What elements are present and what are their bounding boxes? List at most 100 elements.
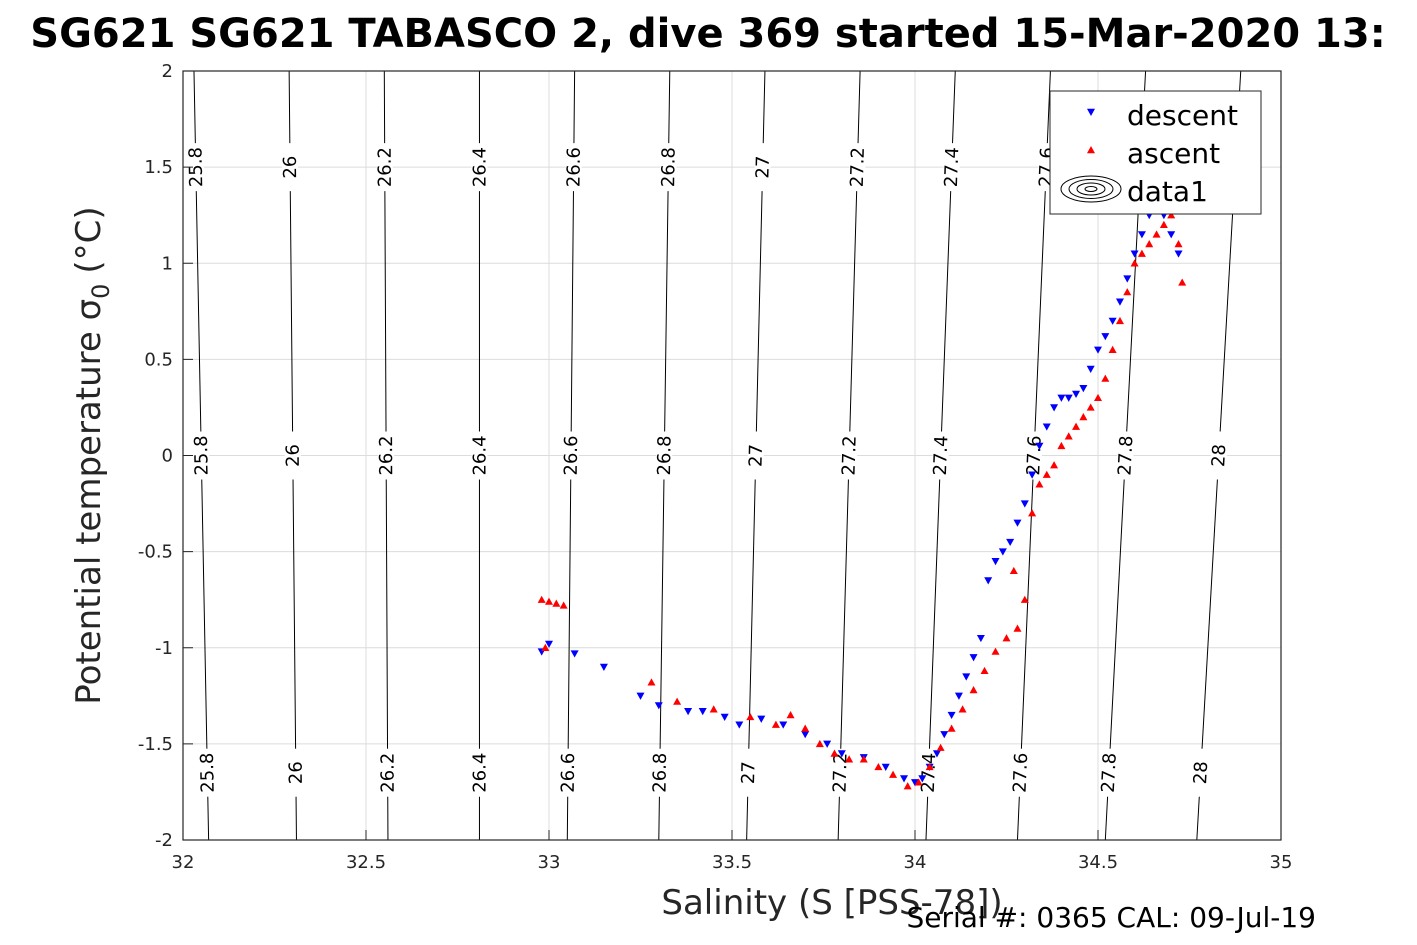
contour-label: 26 (286, 761, 307, 784)
descent-point (1174, 250, 1183, 258)
contour-label-gap (920, 748, 937, 797)
descent-point (984, 577, 993, 585)
ascent-point (1050, 461, 1059, 469)
y-tick-label: -1 (155, 638, 173, 659)
contour-label-gap (378, 431, 395, 480)
ascent-point (1101, 374, 1110, 382)
x-tick-label: 33 (538, 852, 561, 873)
ascent-point (709, 705, 718, 713)
descent-point (570, 650, 579, 658)
ascent-point (925, 762, 934, 771)
legend-entry: ascent (1127, 137, 1220, 170)
ascent-point (1159, 220, 1168, 228)
contour-label: 27.2 (847, 147, 869, 188)
ascent-point (1002, 634, 1011, 642)
ascent-point (1137, 249, 1146, 257)
descent-point (998, 548, 1007, 556)
ascent-point (1057, 441, 1066, 450)
ascent-point (545, 597, 553, 605)
contour-label: 26.8 (654, 435, 676, 475)
contour-label: 26.6 (564, 147, 585, 187)
serial-cal-footer: Serial #: 0365 CAL: 09-Jul-19 (906, 901, 1316, 934)
contour-label: 27.6 (1023, 435, 1046, 476)
descent-point (1020, 500, 1029, 508)
ascent-point (1042, 470, 1051, 478)
x-tick-label: 34.5 (1078, 852, 1118, 873)
contour-label: 27.8 (1098, 752, 1121, 793)
contour-label: 27.4 (930, 435, 953, 476)
legend-contour-marker (1068, 179, 1114, 199)
descent-point (881, 763, 890, 771)
ascent-point (845, 755, 854, 763)
descent-point (1057, 394, 1066, 402)
contour-label-gap (943, 143, 960, 192)
ascent-point (1020, 595, 1029, 603)
ascent-point (958, 705, 967, 713)
descent-point (1086, 365, 1095, 373)
descent-point (735, 721, 744, 729)
descent-point (940, 731, 949, 739)
legend-entry: data1 (1127, 175, 1208, 208)
contour-label: 26.8 (649, 753, 671, 793)
contour-label: 26 (283, 444, 304, 467)
contour-label: 26.6 (561, 435, 582, 475)
contour-label-gap (660, 143, 677, 192)
y-axis-label: Potential temperature σ0 (°C) (69, 206, 115, 704)
legend-contour-marker (1084, 186, 1098, 192)
descent-point (1101, 333, 1110, 341)
ascent-point (936, 743, 945, 751)
contour-label: 26.2 (375, 147, 396, 187)
contour-label-gap (1210, 431, 1227, 480)
y-tick-label: 2 (162, 61, 173, 82)
descent-point (947, 711, 956, 720)
ascent-point (1130, 259, 1139, 267)
ascent-point (559, 601, 568, 609)
descent-point (1050, 404, 1059, 412)
contour-label-gap (471, 431, 488, 480)
ascent-point (1013, 624, 1022, 632)
contour-label: 26 (280, 156, 301, 179)
contour-label: 25.8 (185, 147, 207, 187)
ascent-point (541, 643, 550, 651)
descent-point (1123, 275, 1132, 283)
contour-label-gap (376, 143, 393, 192)
descent-point (1115, 298, 1124, 306)
contour-label-gap (656, 431, 673, 480)
ascent-point (980, 666, 989, 675)
x-tick-label: 35 (1270, 852, 1293, 873)
descent-point (1130, 250, 1139, 258)
descent-point (684, 707, 693, 716)
data-points (537, 206, 1187, 790)
descent-point (801, 731, 810, 739)
contour-label-gap (1192, 748, 1209, 797)
ascent-point (1035, 480, 1044, 488)
ascent-point (859, 755, 868, 763)
ascent-point (1072, 422, 1081, 430)
contour-label-gap (193, 431, 210, 480)
ascent-point (815, 739, 824, 748)
x-tick-label: 34 (904, 852, 927, 873)
descent-point (1028, 471, 1037, 479)
contour-label-gap (562, 431, 579, 480)
legend-contour-marker (1076, 182, 1106, 196)
ascent-point (746, 712, 755, 721)
descent-point (1137, 231, 1146, 239)
contour-label: 27.4 (918, 752, 941, 793)
descent-point (636, 692, 645, 700)
contour-label-gap (1012, 748, 1029, 797)
contour-label-gap (379, 748, 396, 797)
ascent-point (1086, 403, 1095, 411)
y-tick-label: 1 (162, 253, 173, 274)
contour-label-gap (1117, 431, 1134, 480)
axis-ticks: 32 32.5 33 33.5 34 34.5 35 -2 -1.5 -1 -0.5 0 0.5 1 1.5… (138, 61, 1293, 873)
contour-label-gap (287, 748, 304, 797)
x-tick-label: 32.5 (346, 852, 386, 873)
ascent-point (1094, 393, 1102, 402)
ascent-point (673, 697, 682, 705)
contour-label-gap (932, 431, 949, 480)
ascent-point (914, 778, 923, 786)
descent-point (779, 721, 788, 729)
contour-label-gap (651, 748, 668, 797)
ascent-point (1108, 345, 1117, 353)
